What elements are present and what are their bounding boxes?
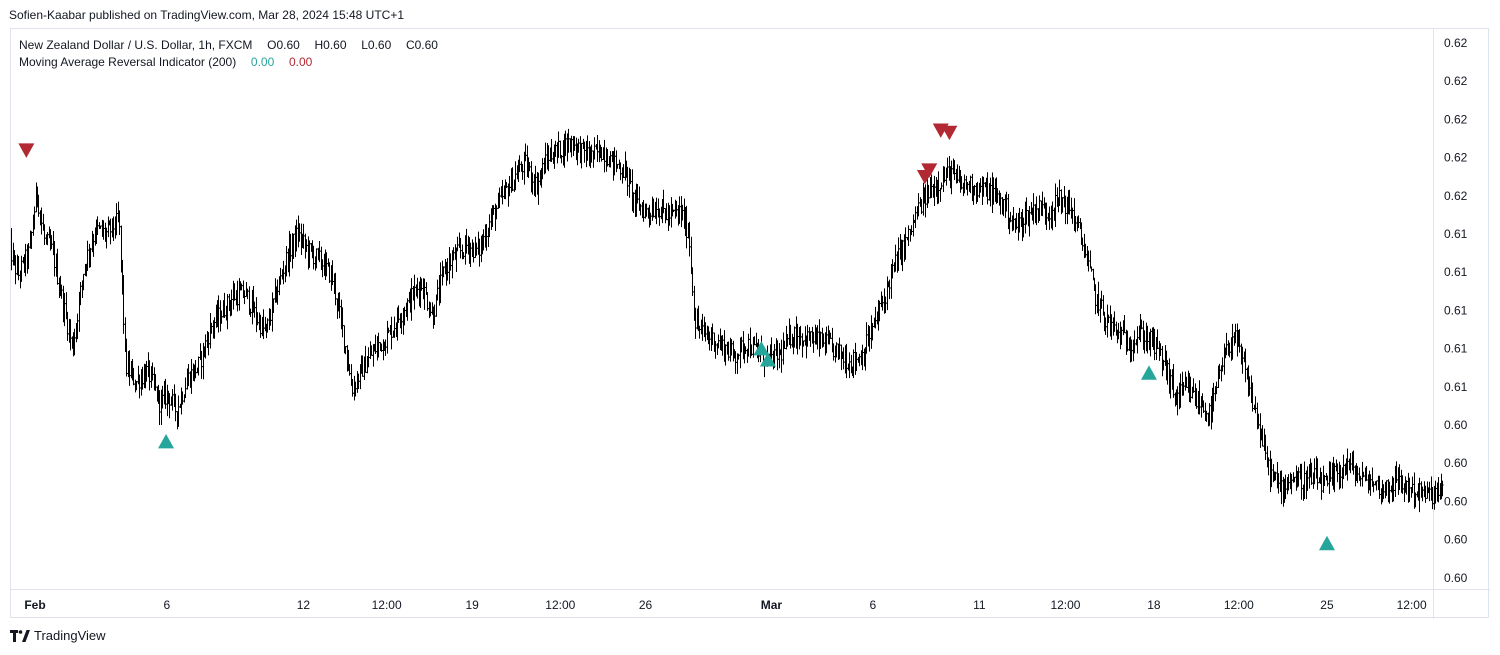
x-tick-label: 25 <box>1320 598 1334 612</box>
x-tick-label: 26 <box>639 598 653 612</box>
ohlc-bar <box>1375 480 1378 491</box>
bearish-signal-marker[interactable] <box>941 125 958 141</box>
x-tick-label: 11 <box>973 598 986 612</box>
y-tick-label: 0.60 <box>1444 418 1468 432</box>
y-tick-label: 0.62 <box>1444 189 1468 203</box>
indicator-legend-row[interactable]: Moving Average Reversal Indicator (200) … <box>19 54 438 71</box>
ohlc-high: H0.60 <box>314 38 347 52</box>
ohlc-bar <box>593 137 596 160</box>
bearish-signal-marker[interactable] <box>921 163 938 178</box>
ohlc-bar <box>386 320 389 354</box>
x-tick-label: Feb <box>24 598 45 612</box>
y-tick-label: 0.62 <box>1444 151 1468 165</box>
y-tick-label: 0.62 <box>1444 112 1468 126</box>
y-tick-label: 0.61 <box>1444 227 1468 241</box>
bullish-signal-marker[interactable] <box>759 352 776 367</box>
ohlc-bar <box>1441 480 1444 497</box>
tradingview-logo-icon <box>10 629 30 642</box>
bullish-signal-marker[interactable] <box>158 433 175 449</box>
y-tick-label: 0.62 <box>1444 74 1468 88</box>
x-tick-label: Mar <box>761 598 783 612</box>
price-chart[interactable]: 0.62 0.62 0.62 0.62 0.62 0.61 0.61 0.61 0.61 0.61… <box>11 29 1490 619</box>
chart-pane[interactable]: 0.62 0.62 0.62 0.62 0.62 0.61 0.61 0.61 0.61 0.61… <box>10 28 1490 619</box>
ohlc-bar <box>778 343 781 369</box>
tradingview-brand-label: TradingView <box>34 628 106 643</box>
ohlc-low: L0.60 <box>361 38 392 52</box>
y-tick-label: 0.61 <box>1444 342 1468 356</box>
y-tick-label: 0.61 <box>1444 265 1468 279</box>
ohlc-bar <box>138 374 141 399</box>
y-tick-label: 0.60 <box>1444 456 1468 470</box>
y-tick-label: 0.60 <box>1444 571 1468 585</box>
x-tick-label: 18 <box>1147 598 1161 612</box>
x-tick-label: 12:00 <box>545 598 575 612</box>
ohlc-bar <box>939 187 942 202</box>
ohlc-close: C0.60 <box>405 38 438 52</box>
ohlc-bar <box>914 206 917 228</box>
ohlc-bar <box>912 214 915 237</box>
ohlc-bar <box>107 216 110 238</box>
ohlc-bar <box>615 150 618 173</box>
indicator-name: Moving Average Reversal Indicator (200) <box>19 55 237 69</box>
bullish-signal-marker[interactable] <box>1140 365 1157 380</box>
ohlc-bar <box>780 339 783 373</box>
tradingview-branding[interactable]: TradingView <box>10 628 106 643</box>
y-tick-label: 0.61 <box>1444 380 1468 394</box>
x-tick-label: 12:00 <box>1050 598 1080 612</box>
y-tick-label: 0.60 <box>1444 494 1468 508</box>
publish-credit: Sofien-Kaabar published on TradingView.c… <box>9 8 405 22</box>
y-tick-label: 0.61 <box>1444 303 1468 317</box>
y-tick-label: 0.62 <box>1444 36 1468 50</box>
ohlc-bar <box>501 179 504 205</box>
x-tick-label: 12:00 <box>372 598 402 612</box>
ohlc-bar <box>86 240 89 271</box>
x-tick-label: 19 <box>466 598 480 612</box>
ohlc-bar <box>701 313 704 341</box>
ohlc-open: O0.60 <box>267 38 300 52</box>
y-tick-label: 0.60 <box>1444 533 1468 547</box>
ohlc-bar <box>1089 250 1092 269</box>
x-tick-label: 12:00 <box>1224 598 1254 612</box>
ohlc-bar <box>907 225 910 247</box>
bullish-signal-marker[interactable] <box>753 341 770 356</box>
x-tick-label: 12:00 <box>1397 598 1427 612</box>
price-bars[interactable] <box>11 128 1444 513</box>
bullish-signal-marker[interactable] <box>1318 535 1335 551</box>
bearish-signal-marker[interactable] <box>18 143 35 158</box>
indicator-value-bearish: 0.00 <box>288 55 313 69</box>
ohlc-bar <box>11 228 13 271</box>
symbol-legend-row[interactable]: New Zealand Dollar / U.S. Dollar, 1h, FX… <box>19 37 438 54</box>
indicator-value-bullish: 0.00 <box>250 55 275 69</box>
x-tick-label: 6 <box>869 598 876 612</box>
x-tick-label: 12 <box>297 598 311 612</box>
chart-legend: New Zealand Dollar / U.S. Dollar, 1h, FX… <box>19 37 438 71</box>
symbol-description: New Zealand Dollar / U.S. Dollar, 1h, FX… <box>19 38 253 52</box>
x-tick-label: 6 <box>164 598 171 612</box>
